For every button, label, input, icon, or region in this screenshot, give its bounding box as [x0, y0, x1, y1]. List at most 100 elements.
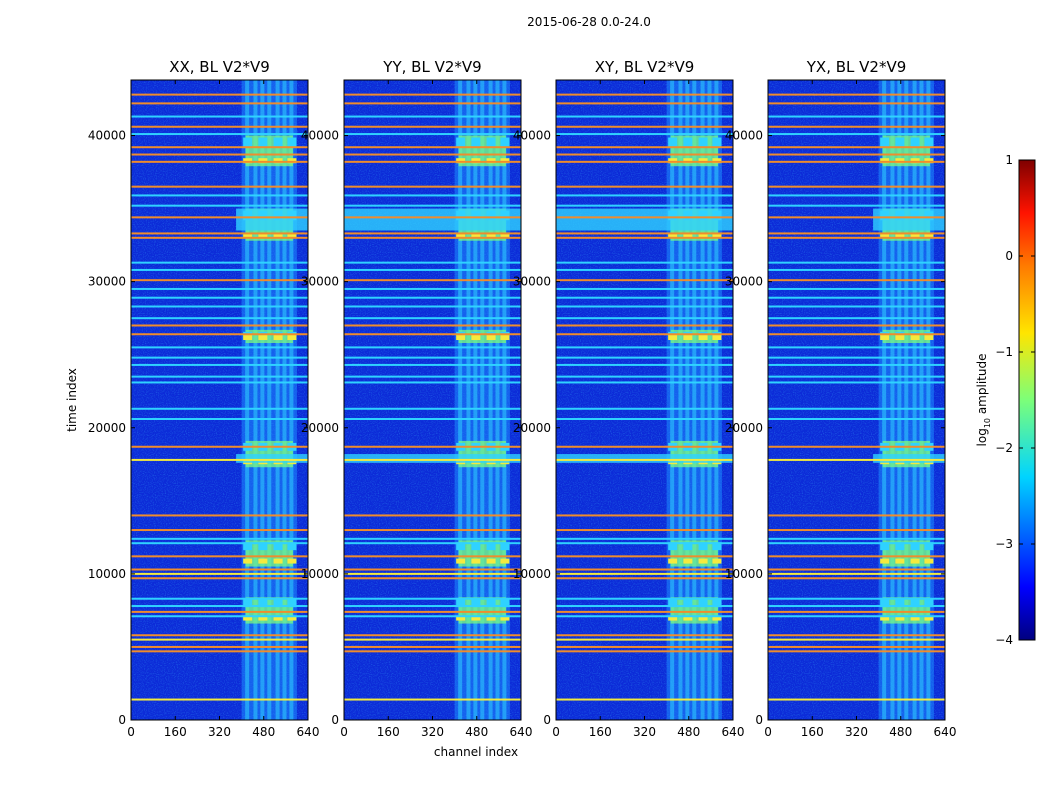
- rfi-cell: [895, 599, 905, 608]
- flagged-time-line: [768, 268, 945, 271]
- flagged-time-line: [131, 577, 308, 580]
- rfi-cell: [880, 137, 890, 147]
- flagged-time-line: [768, 102, 945, 105]
- flagged-time-line: [344, 115, 521, 118]
- flagged-time-line: [131, 638, 308, 641]
- flagged-time-line: [556, 115, 733, 118]
- y-tick-label: 30000: [301, 275, 339, 289]
- rfi-cell: [668, 137, 678, 147]
- flagged-time-line: [556, 417, 733, 420]
- rfi-cell: [910, 137, 920, 147]
- flagged-time-line: [768, 216, 945, 219]
- flagged-time-line: [768, 305, 945, 308]
- flagged-time-line: [344, 381, 521, 384]
- rfi-cell: [258, 599, 268, 608]
- y-tick-label: 40000: [513, 129, 551, 143]
- flagged-time-line: [344, 160, 521, 163]
- flagged-time-line: [131, 216, 308, 219]
- panel-title: XY, BL V2*V9: [595, 58, 695, 76]
- rfi-block: [245, 597, 293, 624]
- rfi-cell: [924, 615, 934, 621]
- rfi-cell: [880, 158, 890, 164]
- flagged-time-line: [344, 542, 521, 545]
- rfi-cell: [243, 158, 253, 164]
- flagged-time-line: [556, 287, 733, 290]
- flagged-time-line: [344, 605, 521, 608]
- flagged-time-line: [131, 133, 308, 136]
- flagged-time-line: [556, 605, 733, 608]
- rfi-cell: [698, 599, 708, 608]
- flagged-time-line: [131, 346, 308, 349]
- rfi-cell: [924, 137, 934, 147]
- rfi-block: [670, 440, 718, 468]
- rfi-block: [882, 540, 930, 567]
- flagged-time-line: [131, 115, 308, 118]
- flagged-time-line: [768, 542, 945, 545]
- y-tick-label: 30000: [513, 275, 551, 289]
- flagged-time-line: [344, 185, 521, 188]
- flagged-time-line: [556, 160, 733, 163]
- broadband-event: [236, 454, 308, 463]
- rfi-cell: [287, 137, 297, 147]
- colorbar: 1 0 −1 −2 −3 −4 log10 amplitude: [975, 153, 1036, 647]
- flagged-time-line: [344, 568, 521, 571]
- rfi-cell: [243, 335, 253, 341]
- rfi-channel-column: [890, 80, 895, 720]
- flagged-time-line: [131, 529, 308, 532]
- y-axis-label: time index: [65, 368, 79, 432]
- rfi-cell: [287, 599, 297, 608]
- flagged-time-line: [768, 375, 945, 378]
- flagged-time-line: [131, 279, 308, 282]
- rfi-channel-column: [267, 80, 272, 720]
- figure-suptitle: 2015-06-28 0.0-24.0: [527, 15, 651, 29]
- y-tick-label: 40000: [88, 129, 126, 143]
- y-tick-label: 20000: [88, 421, 126, 435]
- flagged-time-line: [768, 324, 945, 327]
- flagged-time-line: [768, 445, 945, 448]
- rfi-cell: [500, 599, 510, 608]
- flagged-time-line: [556, 638, 733, 641]
- rfi-cell: [910, 335, 920, 341]
- rfi-cell: [668, 158, 678, 164]
- y-tick-label: 0: [755, 713, 763, 727]
- flagged-time-line: [131, 634, 308, 637]
- rfi-cell: [258, 232, 268, 238]
- flagged-time-line: [556, 577, 733, 580]
- flagged-time-line: [556, 204, 733, 207]
- y-tick-label: 0: [331, 713, 339, 727]
- flagged-time-line: [344, 638, 521, 641]
- heatmap-panel-xx: XX, BL V2*V9 0 160 320 480 640 0 10000 20000 3000…: [88, 58, 320, 739]
- rfi-cell: [486, 599, 496, 608]
- flagged-time-line: [768, 153, 945, 156]
- x-tick-label: 320: [633, 725, 656, 739]
- flagged-time-line: [131, 568, 308, 571]
- rfi-block: [882, 329, 930, 344]
- x-tick-label: 480: [465, 725, 488, 739]
- heatmap-image: [131, 80, 308, 720]
- rfi-cell: [924, 599, 934, 608]
- rfi-cell: [273, 158, 283, 164]
- rfi-channel-column: [458, 80, 463, 720]
- flagged-time-line: [131, 324, 308, 327]
- rfi-cell: [456, 137, 466, 147]
- rfi-cell: [698, 615, 708, 621]
- rfi-block: [882, 597, 930, 624]
- rfi-cell: [258, 558, 268, 564]
- flagged-time-line: [768, 160, 945, 163]
- heatmap-image: [768, 80, 945, 720]
- flagged-time-line: [131, 287, 308, 290]
- flagged-time-line: [556, 555, 733, 558]
- flagged-time-line: [768, 645, 945, 648]
- flagged-time-line: [556, 296, 733, 299]
- rfi-cell: [683, 542, 693, 551]
- rfi-cell: [895, 615, 905, 621]
- rfi-cell: [273, 137, 283, 147]
- flagged-time-line: [768, 568, 945, 571]
- rfi-block: [458, 440, 506, 468]
- flagged-time-line: [768, 279, 945, 282]
- flagged-time-line: [131, 204, 308, 207]
- rfi-cell: [258, 542, 268, 551]
- flagged-time-line: [768, 605, 945, 608]
- flagged-time-line: [344, 572, 521, 575]
